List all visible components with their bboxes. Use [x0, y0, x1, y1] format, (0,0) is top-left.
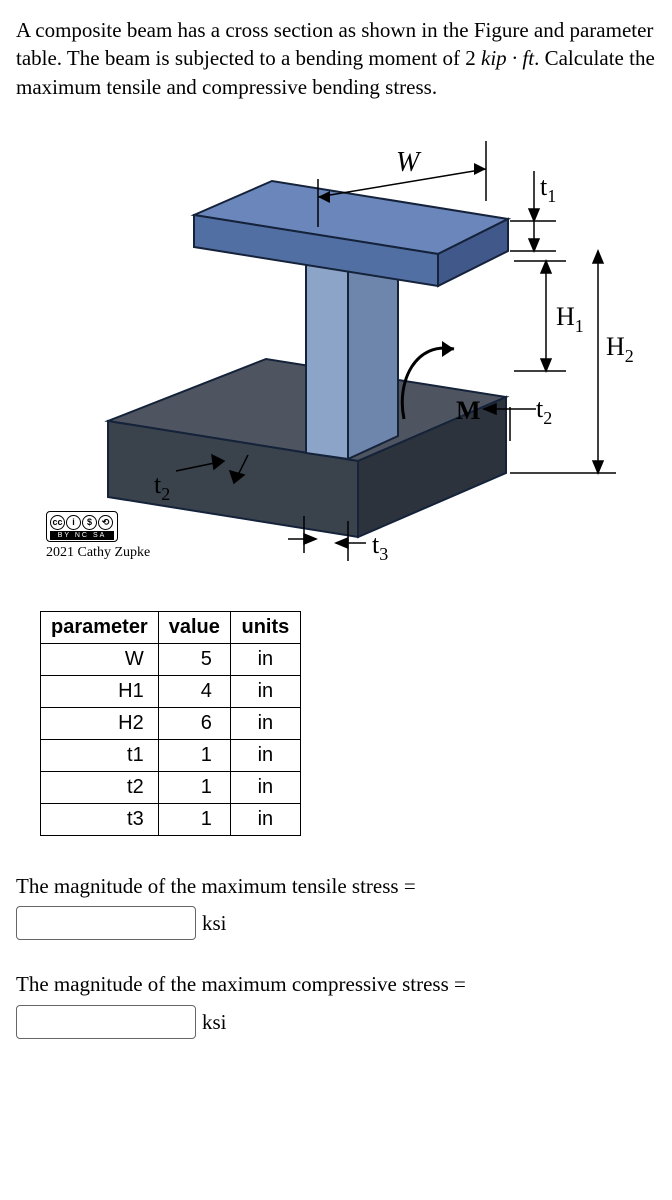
nc-icon: $	[82, 515, 97, 530]
col-parameter: parameter	[41, 612, 159, 644]
label-t2-right: t2	[536, 394, 552, 428]
problem-statement: A composite beam has a cross section as …	[16, 16, 656, 101]
attribution-text: 2021 Cathy Zupke	[46, 545, 150, 560]
label-m: M	[456, 396, 481, 425]
table-row: H26in	[41, 708, 301, 740]
label-t1: t1	[540, 172, 556, 206]
tensile-answer-block: The magnitude of the maximum tensile str…	[16, 872, 656, 940]
moment-value: 2	[465, 46, 476, 70]
label-h1: H1	[556, 302, 584, 336]
label-t3: t3	[372, 530, 388, 564]
cc-icon: cc	[50, 515, 65, 530]
label-h2: H2	[606, 332, 634, 366]
table-row: t21in	[41, 772, 301, 804]
tensile-prompt: The magnitude of the maximum tensile str…	[16, 872, 656, 900]
tensile-unit: ksi	[202, 909, 227, 937]
table-row: t11in	[41, 740, 301, 772]
compressive-unit: ksi	[202, 1008, 227, 1036]
beam-figure: M W t1 H1	[36, 121, 636, 591]
table-header-row: parameter value units	[41, 612, 301, 644]
moment-unit: kip · ft	[481, 46, 534, 70]
cc-license-badge: cci$⟲ BY NC SA	[46, 511, 118, 543]
label-w: W	[396, 147, 422, 178]
tensile-stress-input[interactable]	[16, 906, 196, 940]
compressive-stress-input[interactable]	[16, 1005, 196, 1039]
table-row: t31in	[41, 804, 301, 836]
figure-attribution: cci$⟲ BY NC SA 2021 Cathy Zupke	[46, 511, 150, 563]
parameter-table: parameter value units W5in H14in H26in t…	[40, 611, 301, 836]
sa-icon: ⟲	[98, 515, 113, 530]
table-row: W5in	[41, 644, 301, 676]
compressive-answer-block: The magnitude of the maximum compressive…	[16, 970, 656, 1038]
col-units: units	[230, 612, 300, 644]
table-row: H14in	[41, 676, 301, 708]
compressive-prompt: The magnitude of the maximum compressive…	[16, 970, 656, 998]
by-icon: i	[66, 515, 81, 530]
col-value: value	[158, 612, 230, 644]
